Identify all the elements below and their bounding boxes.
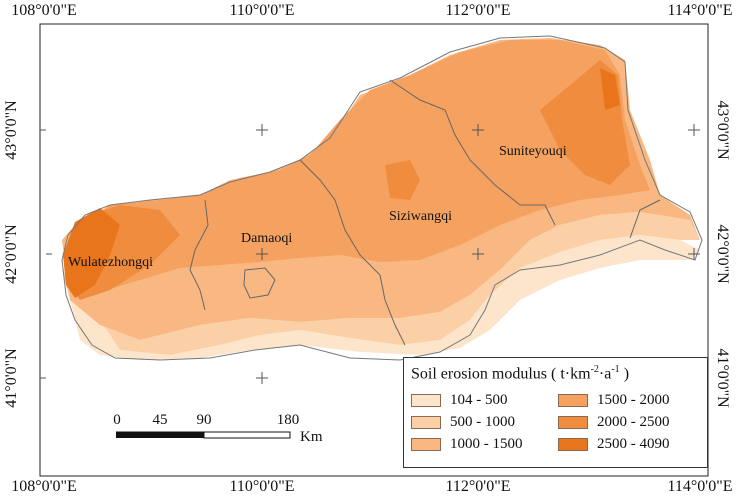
region-label-suniteyouqi: Suniteyouqi bbox=[499, 144, 567, 159]
county-boundary-west bbox=[189, 199, 209, 311]
graticule-crosses bbox=[40, 124, 700, 384]
bottom-longitude-label: 112°0'0"E bbox=[445, 478, 511, 495]
scale-tick-label: 90 bbox=[196, 412, 212, 428]
legend-swatch bbox=[411, 394, 441, 407]
county-boundary-central bbox=[299, 159, 406, 346]
top-longitude-label: 114°0'0"E bbox=[667, 2, 733, 19]
scale-bar bbox=[116, 431, 291, 439]
region-label-damaoqi: Damaoqi bbox=[241, 231, 293, 246]
bottom-longitude-label: 110°0'0"E bbox=[229, 478, 295, 495]
scale-tick-label: 180 bbox=[276, 412, 300, 428]
study-area-zone-low bbox=[70, 235, 700, 360]
legend-item-label: 104 - 500 bbox=[450, 392, 508, 408]
enclave-boundary bbox=[243, 267, 276, 299]
study-area-zone-mid bbox=[62, 212, 700, 355]
legend-item-label: 2500 - 4090 bbox=[597, 436, 670, 452]
legend-swatch bbox=[558, 416, 588, 429]
top-longitude-label: 108°0'0"E bbox=[11, 2, 77, 19]
top-longitude-label: 112°0'0"E bbox=[445, 2, 511, 19]
left-latitude-label: 41°0'0"N bbox=[3, 348, 20, 408]
study-area-zone-2000 bbox=[68, 60, 630, 300]
left-latitude-label: 42°0'0"N bbox=[3, 224, 20, 284]
legend-item-label: 2000 - 2500 bbox=[597, 414, 670, 430]
top-longitude-label: 110°0'0"E bbox=[229, 2, 295, 19]
legend-swatch bbox=[558, 394, 588, 407]
legend-swatch bbox=[411, 416, 441, 429]
right-latitude-label: 41°0'0"N bbox=[714, 348, 731, 408]
right-latitude-label: 43°0'0"N bbox=[714, 100, 731, 160]
scale-unit-label: Km bbox=[300, 429, 323, 445]
bottom-longitude-label: 114°0'0"E bbox=[667, 478, 733, 495]
county-boundary-far-east bbox=[629, 199, 661, 239]
legend-item-label: 1500 - 2000 bbox=[597, 392, 670, 408]
legend-item-label: 500 - 1000 bbox=[450, 414, 515, 430]
bottom-longitude-label: 108°0'0"E bbox=[11, 478, 77, 495]
region-label-siziwangqi: Siziwangqi bbox=[389, 209, 452, 224]
legend-title: Soil erosion modulus ( t·km-2·a-1 ) bbox=[411, 364, 630, 383]
legend: Soil erosion modulus ( t·km-2·a-1 ) 104 … bbox=[403, 357, 708, 468]
legend-swatch bbox=[411, 438, 441, 451]
county-boundary-east bbox=[389, 79, 556, 226]
legend-item-label: 1000 - 1500 bbox=[450, 436, 523, 452]
map-neatline bbox=[39, 23, 709, 477]
left-latitude-label: 43°0'0"N bbox=[3, 100, 20, 160]
scale-tick-label: 45 bbox=[152, 412, 168, 428]
study-area-boundary bbox=[61, 35, 703, 361]
right-latitude-label: 42°0'0"N bbox=[714, 224, 731, 284]
region-label-wulatezhongqi: Wulatezhongqi bbox=[68, 255, 153, 270]
scale-tick-label: 0 bbox=[113, 412, 121, 428]
study-area-zone-1500 bbox=[80, 40, 650, 292]
legend-swatch bbox=[558, 438, 588, 451]
